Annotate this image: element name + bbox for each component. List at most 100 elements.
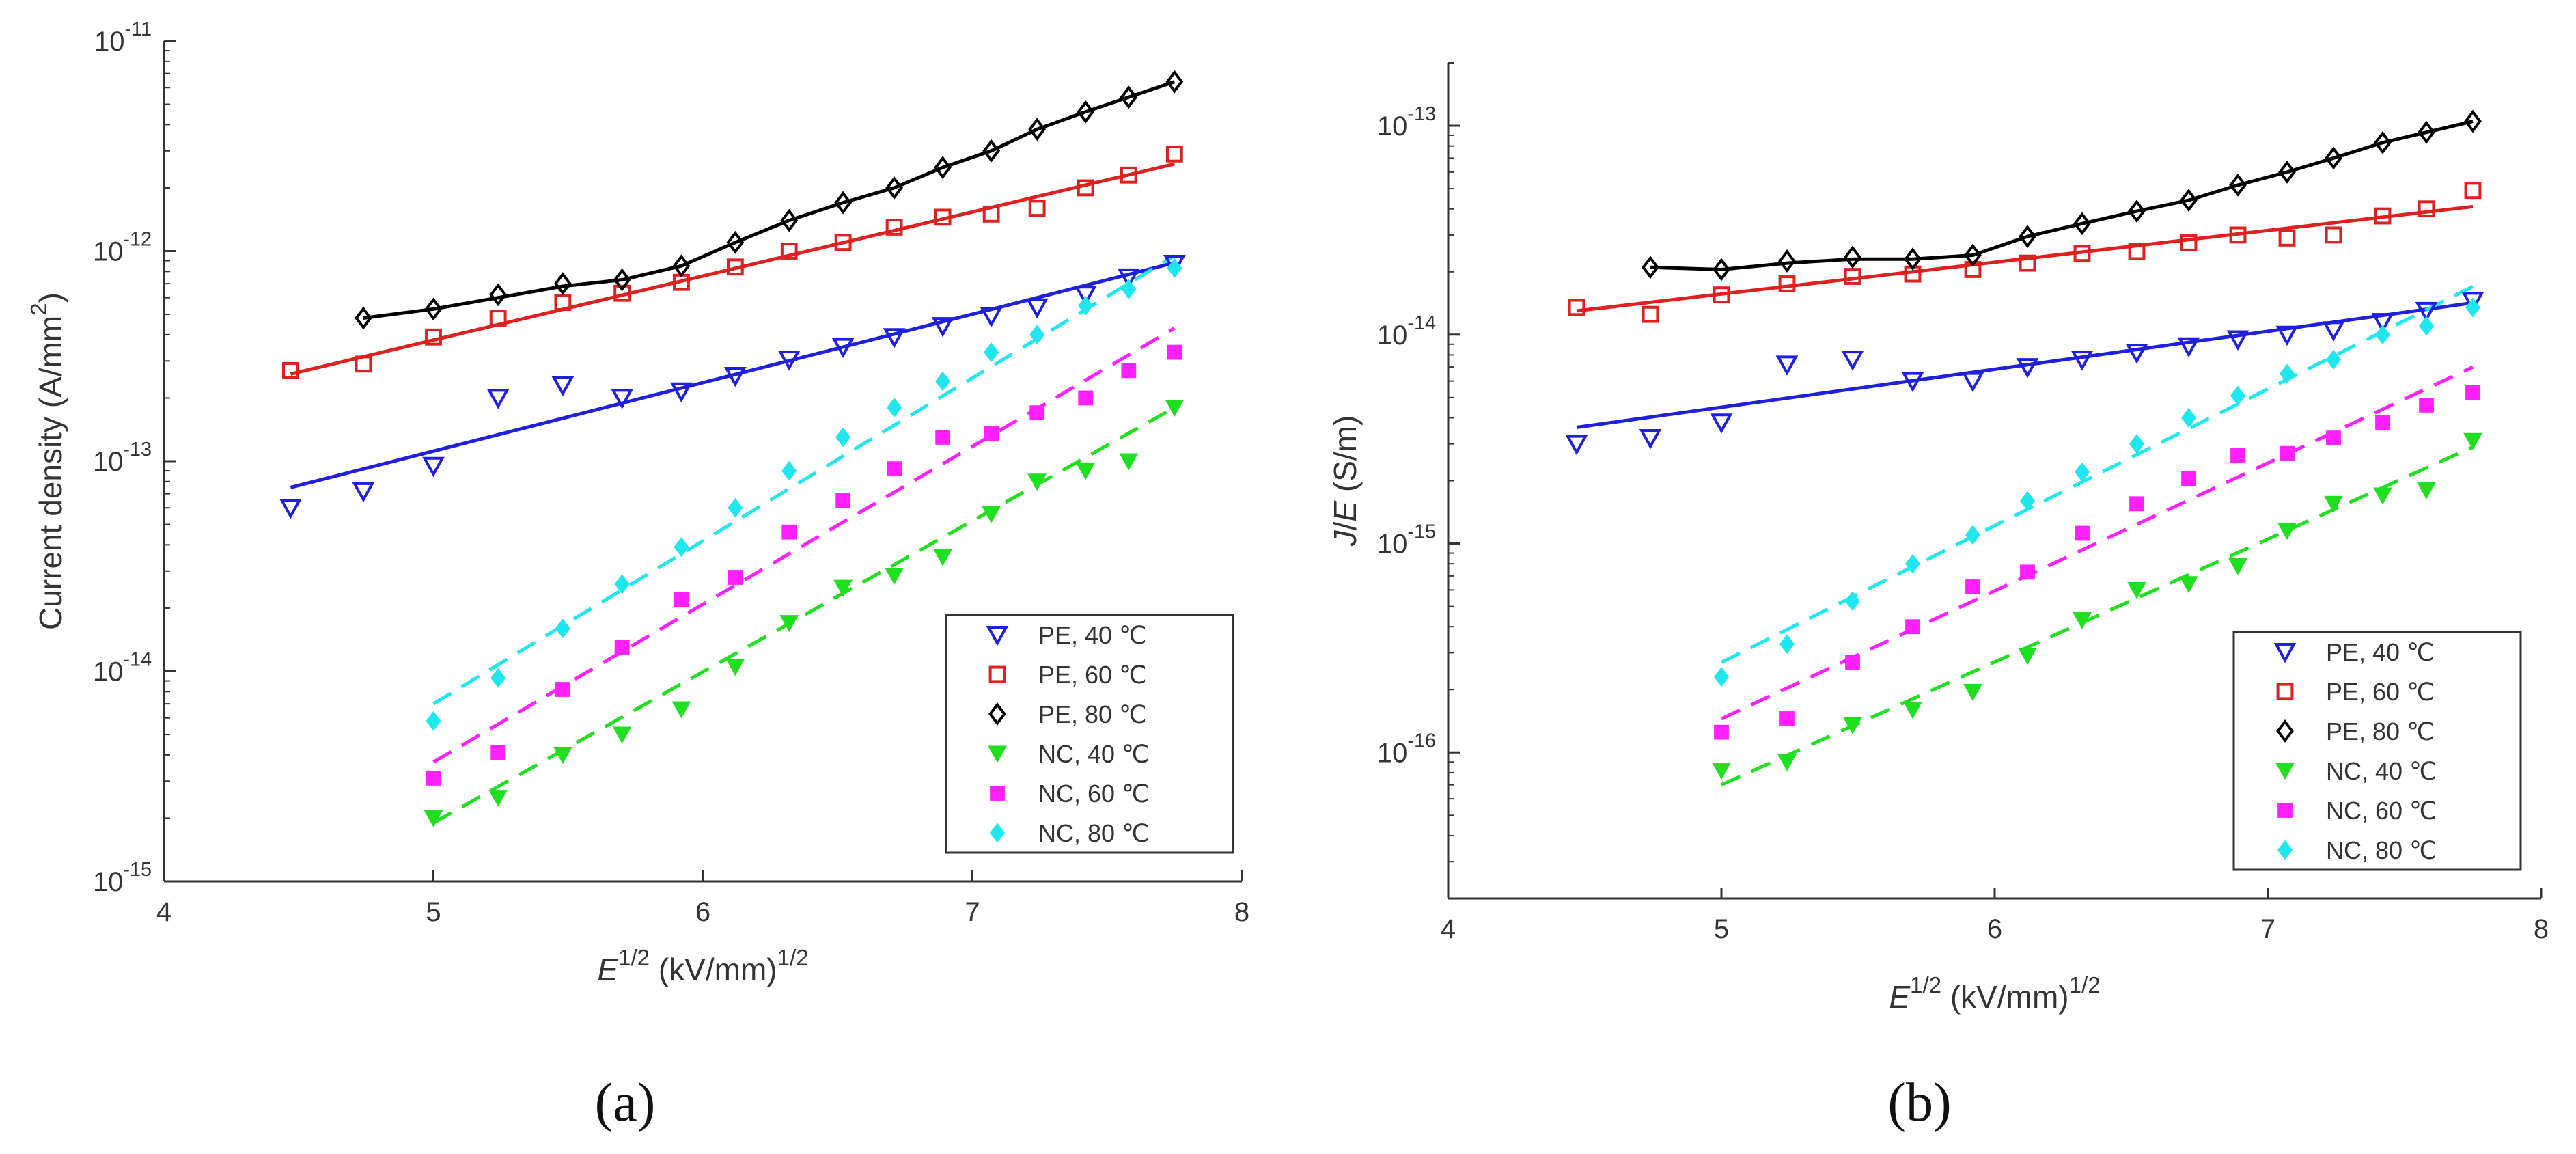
fit-line	[290, 162, 1175, 376]
data-point	[488, 790, 508, 808]
legend: PE, 40 ℃ PE, 60 ℃ PE, 80 ℃ NC, 40 ℃ NC, 60 ℃…	[945, 614, 1234, 854]
data-point	[2019, 254, 2036, 272]
data-point	[1078, 295, 1094, 316]
legend-box	[945, 614, 1234, 854]
data-point	[934, 208, 952, 226]
legend-entry-label: NC, 80 ℃	[1038, 819, 1149, 847]
x-tick-label: 6	[1987, 914, 2002, 944]
data-point	[1775, 355, 1799, 376]
data-point	[1120, 85, 1138, 109]
legend-entry-label: NC, 40 ℃	[2326, 757, 2437, 785]
data-point	[1077, 179, 1094, 197]
x-axis-label-unit-exponent: 1/2	[2069, 973, 2101, 998]
data-point	[1025, 298, 1049, 319]
data-point	[1961, 372, 1984, 393]
data-point	[2417, 482, 2436, 499]
legend-box	[2232, 631, 2522, 871]
x-tick-label: 7	[2260, 914, 2275, 944]
data-point	[984, 342, 999, 363]
y-tick-label-base: 10	[1377, 530, 1408, 560]
data-point	[835, 493, 851, 508]
data-point	[355, 355, 372, 373]
data-point	[425, 328, 442, 346]
y-tick-label-exponent: -16	[1407, 730, 1436, 752]
data-point	[1903, 702, 1922, 719]
y-axis-label-text: (S/m)	[1327, 415, 1363, 501]
data-point	[1843, 717, 1862, 734]
data-point	[1028, 200, 1046, 217]
data-point	[834, 191, 853, 215]
y-tick-label: 10-15	[93, 859, 152, 897]
y-tick-label-exponent: -14	[1407, 312, 1436, 334]
data-point	[2020, 564, 2035, 580]
data-point	[781, 524, 797, 540]
data-point	[1639, 429, 1662, 450]
data-point	[2071, 351, 2094, 371]
data-point	[1165, 70, 1184, 94]
x-tick-label: 5	[1714, 914, 1729, 944]
legend: PE, 40 ℃ PE, 60 ℃ PE, 80 ℃ NC, 40 ℃ NC, 60 ℃…	[2232, 631, 2522, 871]
data-point	[835, 427, 851, 448]
data-point	[1965, 525, 1981, 545]
y-axis-label-exponent: 2	[27, 303, 52, 315]
data-point	[671, 701, 691, 719]
y-tick-label: 10-14	[1377, 312, 1436, 351]
data-point	[2275, 325, 2299, 346]
data-point	[1120, 166, 1137, 184]
data-point	[1565, 435, 1588, 456]
data-point	[2019, 225, 2036, 249]
y-axis-label-symbol: E	[1327, 500, 1363, 522]
y-tick-label-exponent: -13	[1407, 103, 1436, 125]
legend-marker	[2273, 642, 2297, 663]
data-point	[282, 361, 299, 379]
y-tick-label: 10-13	[93, 439, 152, 477]
data-point	[2073, 612, 2092, 629]
data-point	[2374, 207, 2392, 225]
data-point	[2463, 432, 2482, 450]
data-point	[1779, 634, 1795, 655]
data-point	[2181, 471, 2196, 486]
data-point	[781, 461, 797, 481]
y-tick-label-base: 10	[94, 27, 125, 57]
data-point	[2374, 325, 2391, 345]
data-point	[2464, 182, 2482, 200]
data-point	[2129, 434, 2145, 454]
data-point	[1905, 553, 1921, 574]
legend-entry-label: NC, 80 ℃	[2326, 836, 2437, 864]
data-point	[1844, 245, 1861, 269]
data-point	[2073, 245, 2091, 262]
panel-caption: (b)	[1887, 1073, 1951, 1133]
legend-entry-label: PE, 60 ℃	[2326, 678, 2435, 706]
data-point	[1121, 279, 1137, 299]
data-point	[834, 234, 852, 251]
data-point	[2280, 445, 2295, 461]
fit-line	[1576, 301, 2474, 429]
x-tick-label: 8	[2534, 914, 2549, 944]
legend-entry-label: PE, 80 ℃	[2326, 717, 2435, 745]
data-point	[1074, 286, 1097, 306]
x-tick-label: 4	[156, 897, 171, 927]
data-point	[982, 506, 1001, 523]
data-point	[612, 726, 632, 744]
data-point	[352, 482, 375, 503]
data-point	[2229, 226, 2247, 244]
y-axis-label-symbol: J	[1327, 530, 1363, 547]
legend-entry-label: PE, 40 ℃	[1038, 621, 1147, 649]
x-axis-label: E1/2 (kV/mm)1/2	[597, 946, 808, 987]
data-point	[1965, 579, 1980, 594]
fit-line	[432, 406, 1176, 825]
data-point	[984, 426, 999, 441]
y-tick-label-exponent: -12	[123, 229, 152, 251]
data-point	[933, 549, 952, 566]
data-point	[931, 317, 954, 338]
data-point	[1901, 372, 1924, 393]
data-point	[726, 258, 744, 276]
data-point	[613, 284, 631, 302]
data-point	[486, 389, 510, 409]
fit-line	[1576, 204, 2474, 313]
data-point	[2418, 200, 2435, 218]
data-point	[725, 659, 745, 676]
data-point	[1642, 256, 1659, 279]
